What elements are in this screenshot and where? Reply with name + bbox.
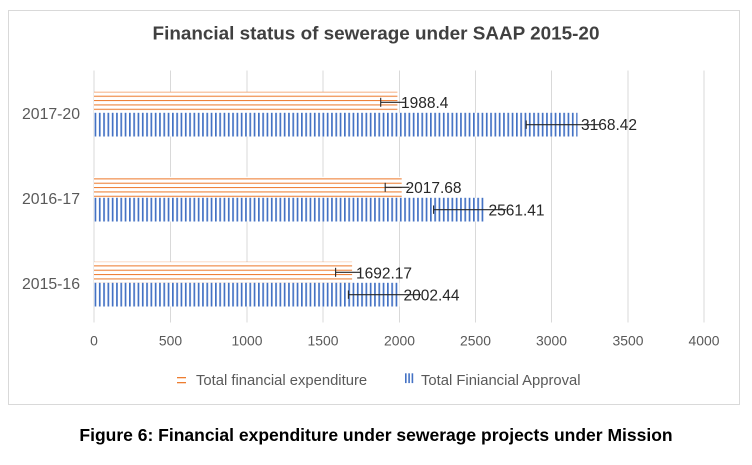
- svg-text:3500: 3500: [613, 333, 644, 349]
- svg-text:2500: 2500: [460, 333, 491, 349]
- svg-text:3000: 3000: [536, 333, 567, 349]
- svg-text:500: 500: [159, 333, 182, 349]
- svg-text:Total financial expenditure: Total financial expenditure: [196, 373, 367, 389]
- svg-text:1988.4: 1988.4: [401, 95, 449, 112]
- svg-text:3168.42: 3168.42: [581, 117, 637, 134]
- svg-text:0: 0: [90, 333, 98, 349]
- svg-text:1692.17: 1692.17: [356, 266, 412, 283]
- svg-text:2000: 2000: [384, 333, 415, 349]
- svg-text:4000: 4000: [689, 333, 720, 349]
- svg-text:Figure 6: Financial expenditur: Figure 6: Financial expenditure under se…: [79, 425, 672, 445]
- svg-text:Total Finiancial Approval: Total Finiancial Approval: [421, 373, 581, 389]
- svg-text:Financial status of sewerage u: Financial status of sewerage under SAAP …: [153, 24, 600, 45]
- svg-text:1000: 1000: [232, 333, 263, 349]
- svg-text:2561.41: 2561.41: [489, 203, 545, 220]
- svg-text:2017-20: 2017-20: [22, 106, 80, 123]
- svg-text:2002.44: 2002.44: [404, 288, 460, 305]
- svg-text:2017.68: 2017.68: [406, 180, 462, 197]
- svg-text:1500: 1500: [308, 333, 339, 349]
- svg-text:2015-16: 2015-16: [22, 276, 80, 293]
- svg-text:2016-17: 2016-17: [22, 191, 80, 208]
